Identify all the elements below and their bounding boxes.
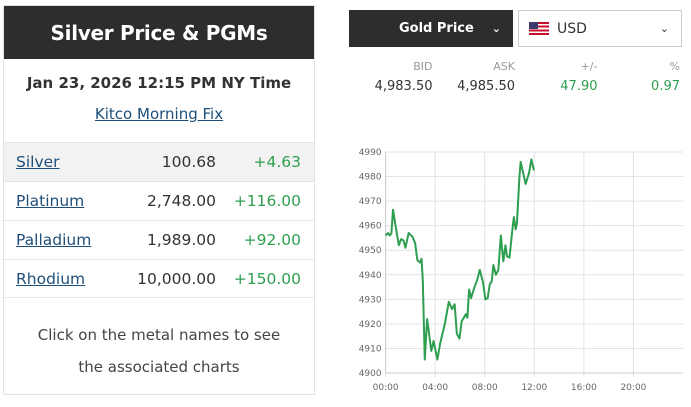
metal-link[interactable]: Palladium bbox=[16, 231, 92, 249]
metal-change: +4.63 bbox=[253, 153, 302, 171]
metal-select-value: Gold Price bbox=[399, 21, 474, 36]
x-tick-label: 00:00 bbox=[373, 383, 399, 393]
metal-select[interactable]: Gold Price ⌄ bbox=[349, 10, 513, 47]
metal-price: 1,989.00 bbox=[146, 231, 216, 249]
panel-title: Silver Price & PGMs bbox=[4, 6, 314, 59]
ask-value: 4,985.50 bbox=[457, 79, 515, 94]
y-tick-label: 4940 bbox=[359, 271, 382, 281]
currency-select[interactable]: USD ⌄ bbox=[518, 10, 682, 47]
x-tick-label: 04:00 bbox=[422, 383, 448, 393]
y-tick-label: 4930 bbox=[359, 295, 382, 305]
metal-price: 100.68 bbox=[161, 153, 216, 171]
metal-link[interactable]: Silver bbox=[16, 153, 60, 171]
y-tick-label: 4900 bbox=[359, 369, 382, 379]
x-tick-label: 08:00 bbox=[472, 383, 498, 393]
metal-link[interactable]: Platinum bbox=[16, 192, 85, 210]
metal-row-rhodium: Rhodium 10,000.00 +150.00 bbox=[4, 259, 314, 298]
metal-row-palladium: Palladium 1,989.00 +92.00 bbox=[4, 220, 314, 259]
metal-change: +92.00 bbox=[243, 231, 301, 249]
ask-header: ASK bbox=[493, 60, 515, 73]
kitco-morning-fix-link[interactable]: Kitco Morning Fix bbox=[94, 105, 224, 123]
metal-change: +150.00 bbox=[233, 269, 301, 288]
y-tick-label: 4920 bbox=[359, 320, 382, 330]
us-flag-icon bbox=[529, 22, 549, 35]
gold-price-chart: 4990 4980 4970 4960 4950 4940 4930 4920 4910 4900… bbox=[359, 148, 683, 393]
metal-link[interactable]: Rhodium bbox=[16, 269, 86, 288]
y-tick-label: 4980 bbox=[359, 173, 382, 183]
y-tick-label: 4910 bbox=[359, 344, 382, 354]
currency-select-value: USD bbox=[557, 20, 587, 37]
metal-row-silver: Silver 100.68 +4.63 bbox=[4, 142, 314, 181]
chevron-down-icon: ⌄ bbox=[659, 22, 669, 35]
y-tick-label: 4950 bbox=[359, 246, 382, 256]
quote-table: BID ASK +/-% 4,983.50 4,985.50 47.90 0.97 bbox=[350, 60, 680, 94]
x-tick-label: 20:00 bbox=[620, 383, 646, 393]
silver-pgm-panel: Silver Price & PGMs Jan 23, 2026 12:15 P… bbox=[3, 5, 315, 395]
panel-footer: Click on the metal names to see the asso… bbox=[4, 319, 314, 383]
percent-value: 0.97 bbox=[651, 79, 680, 94]
x-tick-label: 12:00 bbox=[521, 383, 547, 393]
footer-line: Click on the metal names to see bbox=[37, 326, 281, 344]
footer-line: the associated charts bbox=[78, 358, 240, 376]
y-tick-label: 4960 bbox=[359, 222, 382, 232]
metal-price: 10,000.00 bbox=[137, 269, 216, 288]
change-value: 47.90 bbox=[560, 79, 598, 94]
y-tick-label: 4970 bbox=[359, 197, 382, 207]
change-header: +/- bbox=[580, 60, 598, 73]
timestamp: Jan 23, 2026 12:15 PM NY Time bbox=[26, 74, 292, 92]
percent-header: % bbox=[669, 60, 680, 73]
y-tick-label: 4990 bbox=[359, 148, 382, 158]
metal-row-platinum: Platinum 2,748.00 +116.00 bbox=[4, 181, 314, 220]
metal-change: +116.00 bbox=[233, 192, 301, 210]
bid-value: 4,983.50 bbox=[374, 79, 433, 94]
chevron-down-icon: ⌄ bbox=[491, 22, 501, 35]
metal-price: 2,748.00 bbox=[146, 192, 216, 210]
gold-price-line bbox=[384, 158, 535, 361]
x-tick-label: 16:00 bbox=[571, 383, 597, 393]
bid-header: BID bbox=[413, 60, 433, 73]
